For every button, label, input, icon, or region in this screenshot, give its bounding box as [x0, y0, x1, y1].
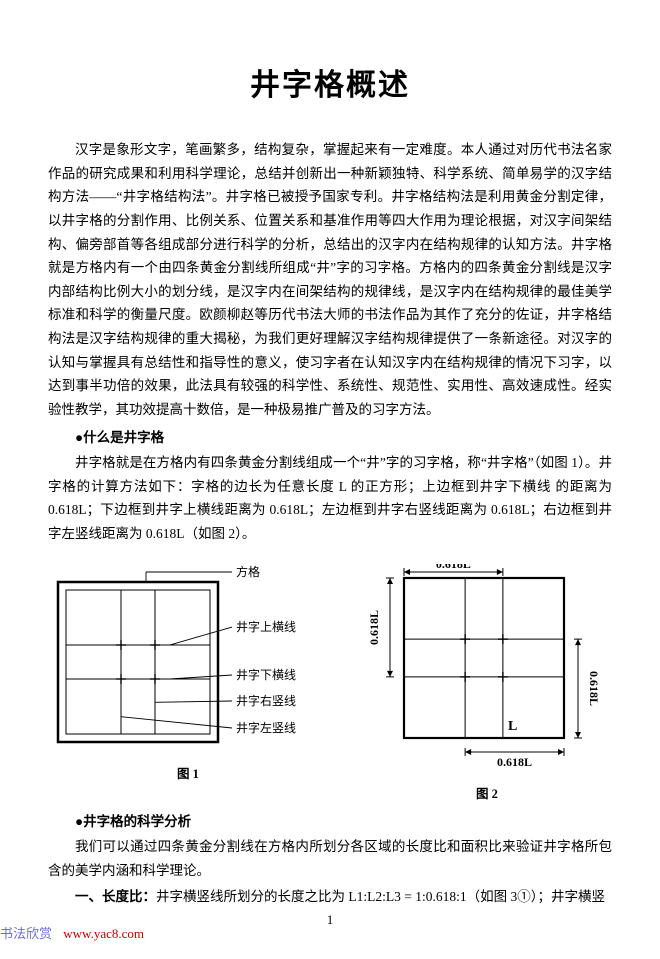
- para4-bold-lead: 一、长度比：: [75, 889, 156, 904]
- svg-text:0.618L: 0.618L: [367, 610, 381, 645]
- svg-text:0.618L: 0.618L: [436, 564, 471, 571]
- svg-text:方格: 方格: [236, 564, 260, 579]
- svg-text:井字下横线: 井字下横线: [236, 667, 296, 682]
- watermark: 书法欣赏 www.yac8.com: [0, 923, 144, 942]
- figure-1-svg: 方格井字上横线井字下横线井字右竖线井字左竖线: [48, 564, 328, 754]
- figure-1: 方格井字上横线井字下横线井字右竖线井字左竖线 图 1: [48, 564, 328, 802]
- watermark-url: www.yac8.com: [63, 926, 144, 941]
- paragraph-4: 一、长度比：井字横竖线所划分的长度之比为 L1:L2:L3 = 1:0.618:…: [48, 885, 612, 909]
- svg-text:0.618L: 0.618L: [587, 671, 601, 706]
- figure-2-svg: 0.618L 0.618L L 0.618L 0.618L: [362, 564, 612, 774]
- heading-analysis: ●井字格的科学分析: [48, 810, 612, 834]
- figure-1-caption: 图 1: [48, 763, 328, 782]
- svg-text:井字右竖线: 井字右竖线: [236, 693, 296, 708]
- svg-text:0.618L: 0.618L: [497, 755, 532, 769]
- svg-text:井字上横线: 井字上横线: [236, 619, 296, 634]
- svg-text:井字左竖线: 井字左竖线: [236, 720, 296, 735]
- figures-row: 方格井字上横线井字下横线井字右竖线井字左竖线 图 1 0.618L 0.618L L…: [48, 564, 612, 802]
- watermark-text: 书法欣赏: [0, 926, 52, 941]
- paragraph-1: 汉字是象形文字，笔画繁多，结构复杂，掌握起来有一定难度。本人通过对历代书法名家作…: [48, 138, 612, 422]
- figure-2-caption: 图 2: [362, 783, 612, 802]
- heading-what-is: ●什么是井字格: [48, 426, 612, 450]
- figure-2: 0.618L 0.618L L 0.618L 0.618L 图 2: [362, 564, 612, 802]
- page-title: 井字格概述: [48, 60, 612, 104]
- para4-rest: 井字横竖线所划分的长度之比为 L1:L2:L3 = 1:0.618:1（如图 3…: [156, 889, 605, 904]
- paragraph-3: 我们可以通过四条黄金分割线在方格内所划分各区域的长度比和面积比来验证井字格所包含…: [48, 835, 612, 882]
- paragraph-2: 井字格就是在方格内有四条黄金分割线组成一个“井”字的习字格，称“井字格”（如图 …: [48, 451, 612, 546]
- svg-text:L: L: [508, 719, 517, 734]
